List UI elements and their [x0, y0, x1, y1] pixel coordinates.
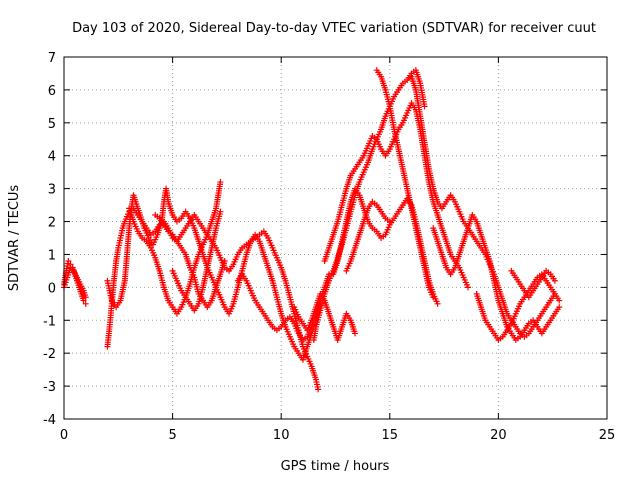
y-tick-label: 7 — [48, 51, 56, 66]
data-point — [556, 297, 563, 304]
y-tick-label: 6 — [48, 84, 56, 99]
data-point — [551, 290, 558, 297]
y-tick-label: 5 — [48, 117, 56, 132]
series-prn-o — [430, 211, 563, 344]
series-prn-r — [291, 290, 359, 344]
y-tick-label: -2 — [43, 347, 56, 362]
series-prn-e — [126, 179, 224, 317]
grid-layer — [64, 57, 607, 419]
data-point — [82, 300, 89, 307]
y-tick-label: -4 — [43, 413, 56, 428]
data-point — [551, 277, 558, 284]
data-point — [421, 103, 428, 110]
data-point — [556, 304, 563, 311]
data-point — [217, 179, 224, 186]
y-tick-label: 1 — [48, 248, 56, 263]
series-prn-n — [408, 73, 563, 340]
x-tick-label: 20 — [490, 428, 507, 443]
y-tick-label: 4 — [48, 150, 56, 165]
x-tick-label: 15 — [382, 428, 399, 443]
y-tick-label: 2 — [48, 216, 56, 231]
data-point — [80, 297, 87, 304]
series-prn-b — [61, 264, 89, 301]
data-point — [221, 258, 228, 265]
y-axis-label: SDTVAR / TECUs — [7, 185, 22, 292]
y-tick-label: 0 — [48, 281, 56, 296]
y-tick-label: -3 — [43, 380, 56, 395]
data-point — [430, 294, 437, 301]
series-prn-f — [152, 211, 228, 311]
data-point — [352, 330, 359, 337]
y-tick-label: -1 — [43, 314, 56, 329]
data-point — [82, 294, 89, 301]
data-point — [65, 258, 72, 265]
x-tick-label: 10 — [273, 428, 290, 443]
series-prn-m — [343, 198, 393, 274]
data-point — [386, 218, 393, 225]
series-prn-l — [373, 67, 437, 301]
series-prn-k — [330, 185, 441, 307]
series-prn-q — [508, 267, 558, 301]
x-tick-label: 5 — [168, 428, 176, 443]
chart-title: Day 103 of 2020, Sidereal Day-to-day VTE… — [72, 21, 596, 36]
data-point — [464, 284, 471, 291]
y-tick-label: 3 — [48, 183, 56, 198]
data-point — [434, 300, 441, 307]
x-axis-label: GPS time / hours — [281, 459, 390, 474]
data-point — [217, 208, 224, 215]
data-point — [315, 386, 322, 393]
points-layer — [61, 67, 563, 393]
x-tick-label: 0 — [60, 428, 68, 443]
plot-frame — [63, 56, 608, 420]
x-tick-label: 25 — [599, 428, 616, 443]
series-prn-g — [169, 208, 224, 314]
